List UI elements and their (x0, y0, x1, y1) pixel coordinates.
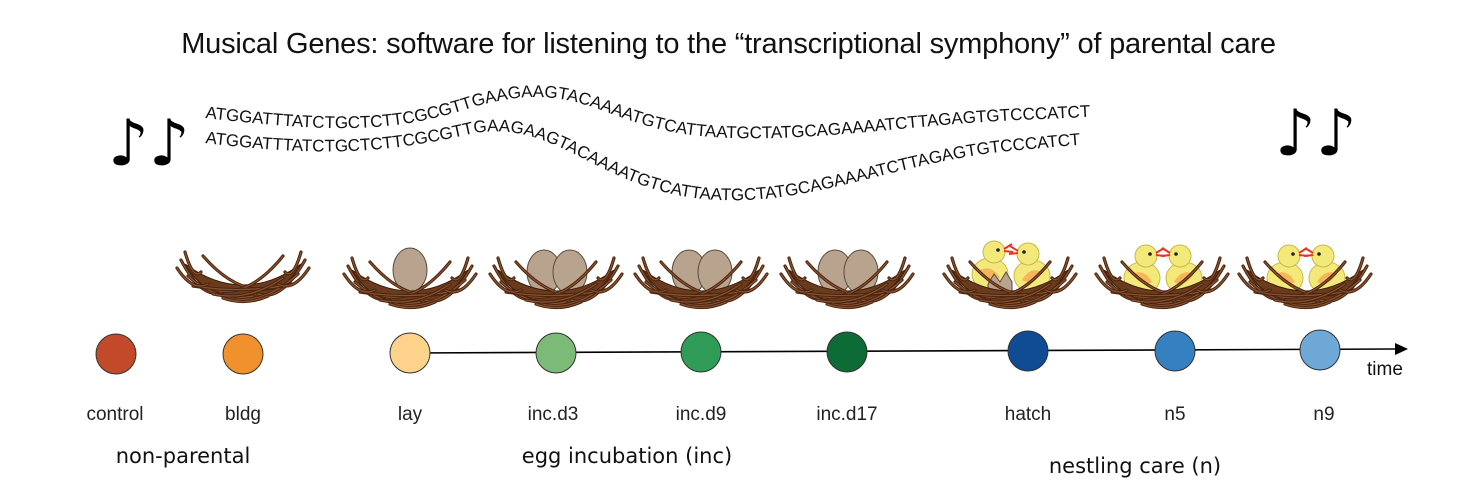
nest-icon (488, 256, 624, 310)
stage-label-bldg: bldg (225, 404, 261, 425)
dna-strand-top-text: ATGGATTTATCTGCTCTTCGCGTTGAAGAAGTACAAAATG… (205, 82, 1091, 142)
stage-marker-control (95, 333, 137, 375)
nests-layer (175, 240, 1373, 310)
stage-label-n5: n5 (1164, 404, 1186, 425)
nest-icon (1094, 256, 1230, 310)
nest-icon (1237, 256, 1373, 310)
stage-marker-n9 (1299, 329, 1341, 371)
stage-label-hatch: hatch (1004, 404, 1052, 425)
nest-icon (342, 256, 478, 310)
stage-label-n9: n9 (1313, 404, 1335, 425)
stage-label-lay: lay (397, 404, 423, 425)
music-note-right-icon: ♪♪ (1275, 97, 1357, 171)
music-note-left-icon: ♪♪ (108, 107, 190, 181)
stage-marker-n5 (1154, 330, 1196, 372)
stage-label-inc-d3: inc.d3 (527, 404, 579, 425)
group-label-nestling-care: nestling care (n) (1048, 454, 1222, 478)
stage-marker-hatch (1007, 330, 1049, 372)
stage-marker-inc_d9 (680, 331, 722, 373)
stage-label-control: control (86, 404, 144, 425)
stage-marker-bldg (222, 333, 264, 375)
group-label-non-parental: non-parental (115, 444, 251, 468)
stage-markers (95, 329, 1341, 375)
stage-label-inc-d17: inc.d17 (816, 404, 878, 425)
dna-strand-top: ATGGATTTATCTGCTCTTCGCGTTGAAGAAGTACAAAATG… (205, 82, 1091, 142)
time-axis-label: time (1367, 359, 1403, 380)
stage-label-inc-d9: inc.d9 (675, 404, 727, 425)
nest-icon (779, 256, 915, 310)
nest-icon (942, 256, 1078, 310)
nest-icon (633, 256, 769, 310)
stage-marker-inc_d3 (535, 332, 577, 374)
figure-title: Musical Genes: software for listening to… (181, 28, 1276, 60)
group-label-egg-incubation: egg incubation (inc) (521, 444, 733, 468)
stage-marker-inc_d17 (826, 331, 868, 373)
nest-icon (175, 250, 311, 304)
time-axis-arrowhead (1395, 343, 1408, 355)
stage-marker-lay (389, 332, 431, 374)
